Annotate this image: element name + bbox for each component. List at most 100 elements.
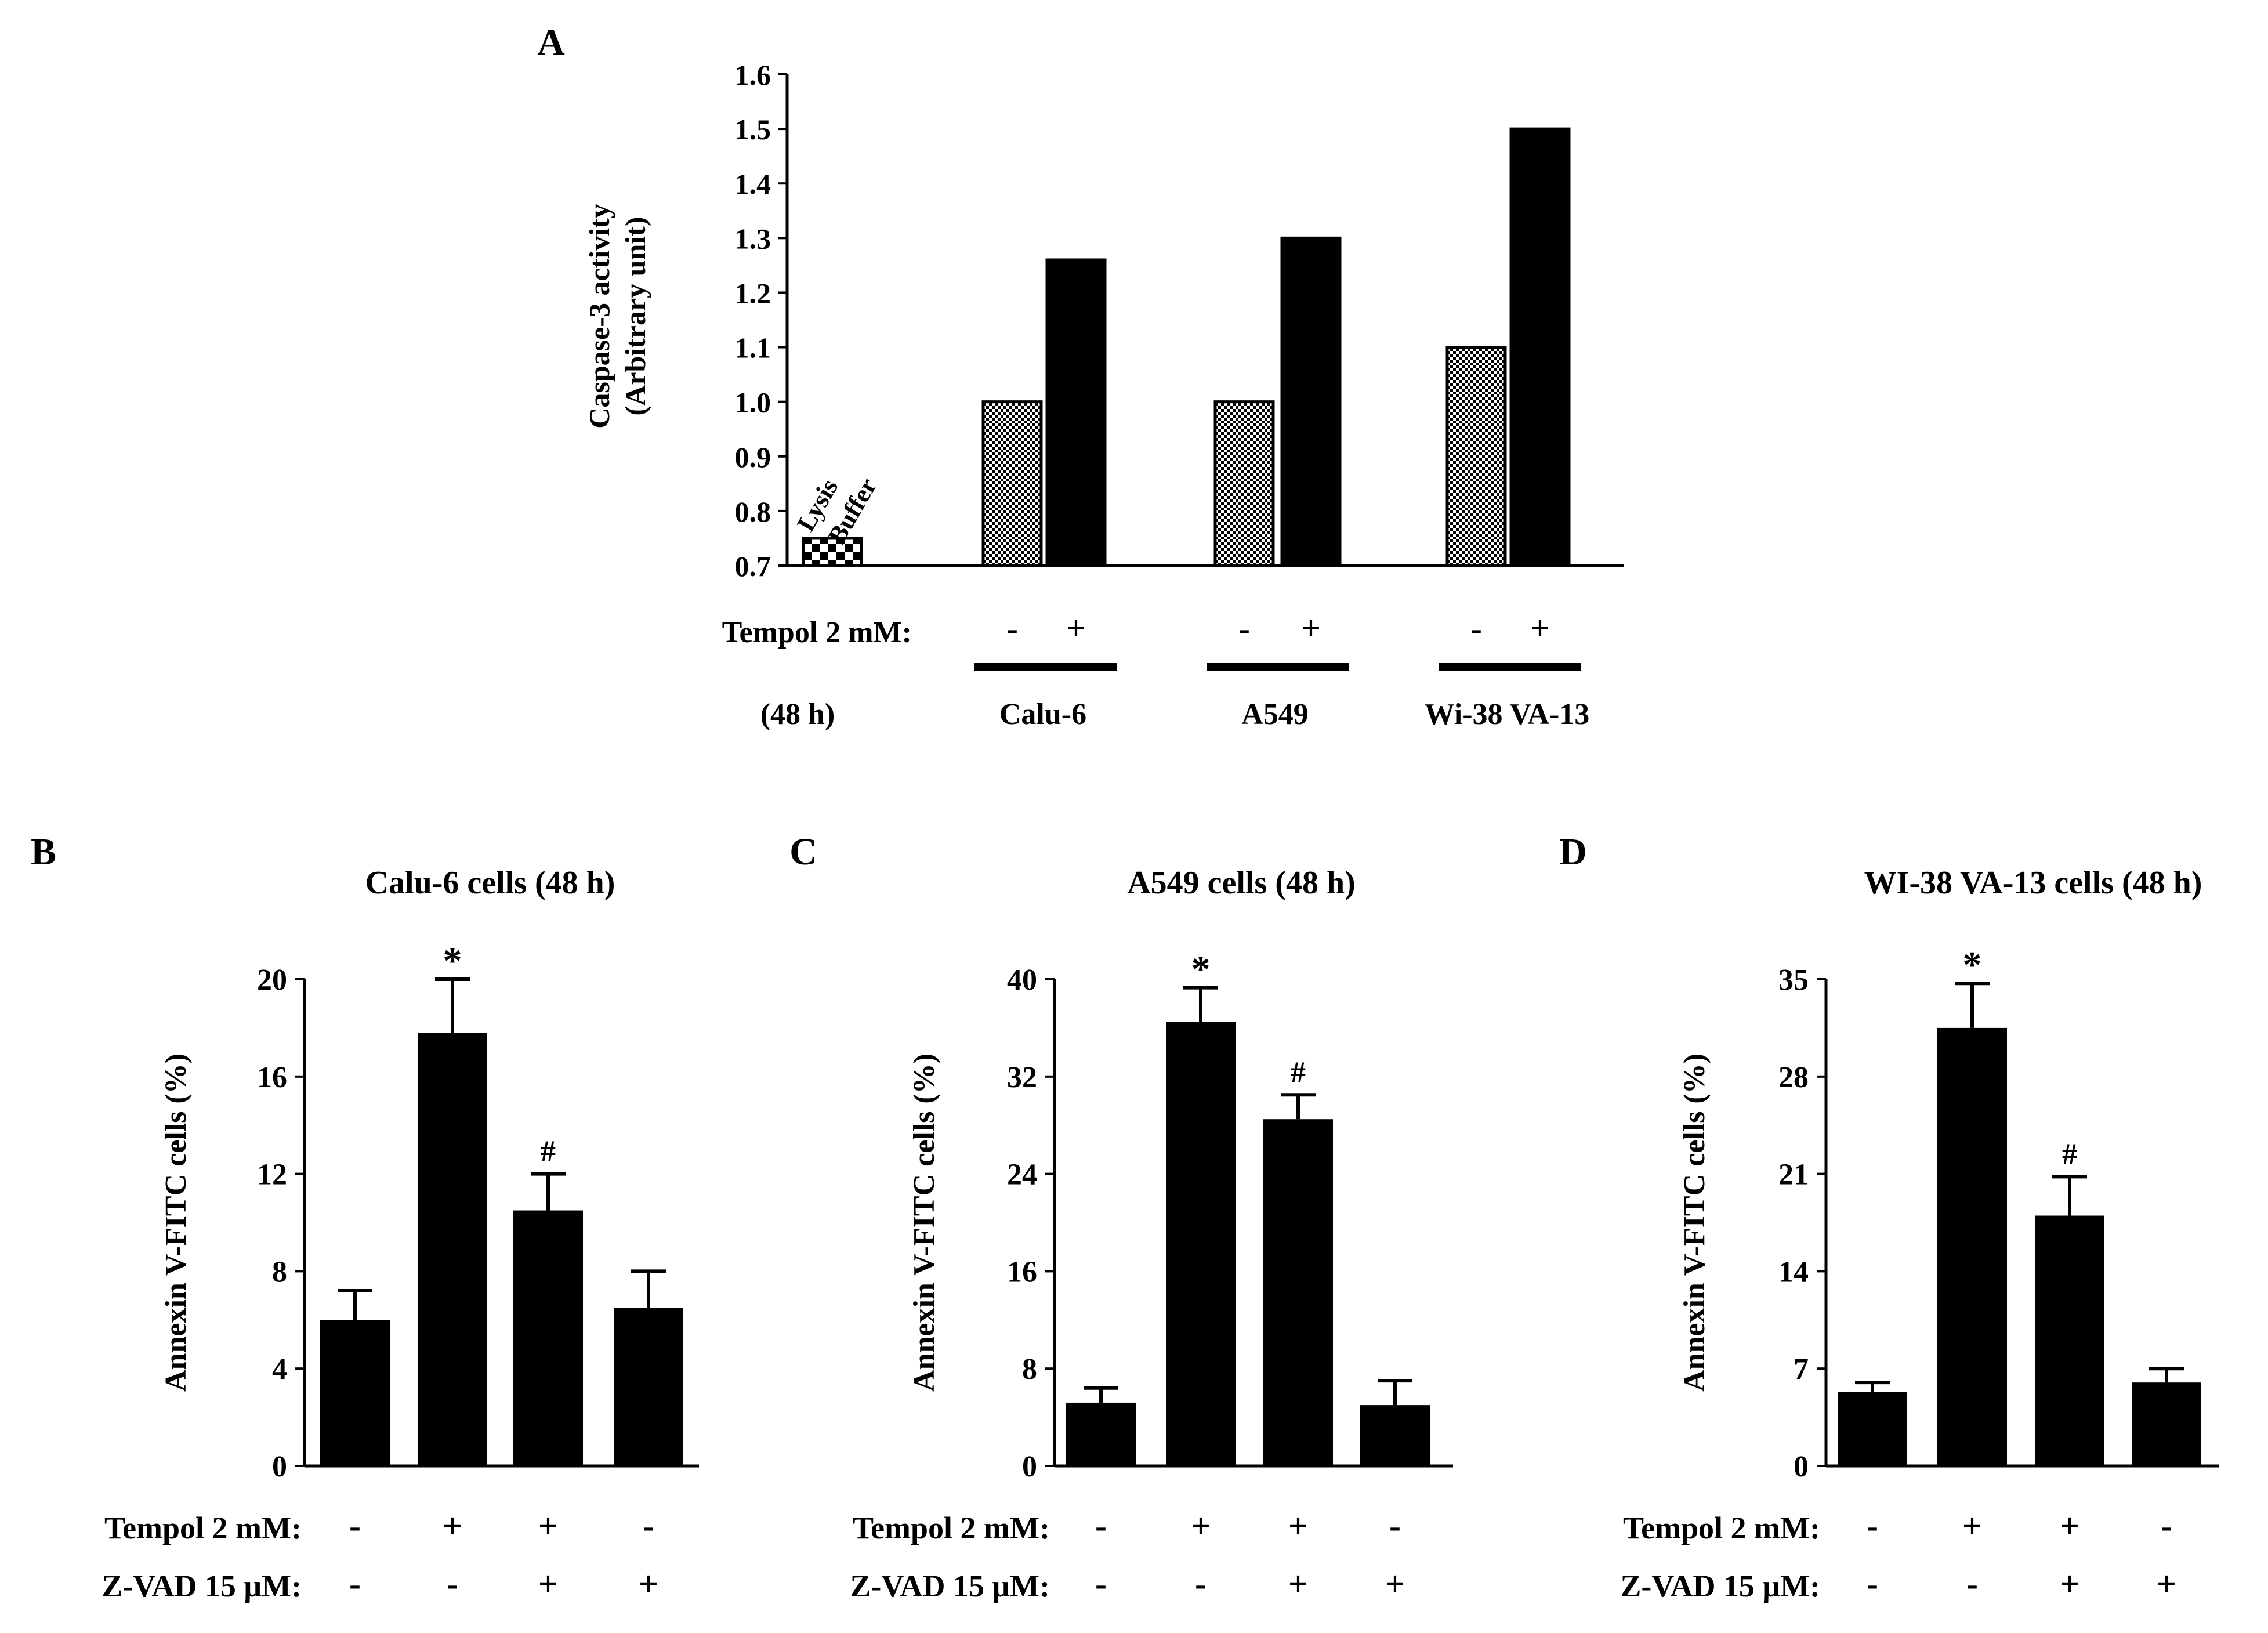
significance-mark-b: *: [443, 940, 462, 982]
bar-a: [1213, 400, 1275, 567]
panel-label-a: A: [537, 21, 565, 64]
y-tick-label-c: 8: [1022, 1353, 1037, 1386]
significance-mark-c: *: [1191, 948, 1211, 991]
zvad-sign-d: -: [1867, 1565, 1878, 1603]
tempol-sign-a: +: [1301, 609, 1321, 647]
zvad-sign-d: -: [1966, 1565, 1978, 1603]
y-tick-label-a: 0.7: [735, 550, 771, 582]
bar-d: [1838, 1392, 1907, 1466]
treatment-label-a: Tempol 2 mM:: [722, 616, 912, 649]
chart-title-c: A549 cells (48 h): [1127, 865, 1356, 901]
tempol-sign-a: -: [1470, 609, 1482, 647]
y-tick-label-d: 21: [1778, 1158, 1809, 1192]
tempol-label-d: Tempol 2 mM:: [1623, 1511, 1820, 1545]
y-tick-label-c: 32: [1007, 1061, 1037, 1094]
bar-a: [802, 537, 863, 567]
tempol-sign-d: +: [1962, 1507, 1982, 1545]
tempol-label-b: Tempol 2 mM:: [104, 1511, 302, 1545]
tempol-sign-d: -: [2161, 1507, 2172, 1545]
time-label-a: (48 h): [760, 698, 835, 731]
significance-mark-d: *: [1963, 944, 1982, 986]
bar-c: [1066, 1402, 1136, 1466]
zvad-label-d: Z-VAD 15 μM:: [1620, 1569, 1820, 1603]
y-tick-label-a: 1.3: [735, 222, 771, 255]
zvad-sign-c: -: [1195, 1565, 1207, 1603]
y-tick-label-a: 0.8: [735, 495, 771, 528]
zvad-label-b: Z-VAD 15 μM:: [102, 1569, 302, 1603]
group-underline-a: [1207, 663, 1349, 671]
tempol-label-c: Tempol 2 mM:: [853, 1511, 1050, 1545]
tempol-sign-a: +: [1530, 609, 1550, 647]
y-axis-label-a: (Arbitrary unit): [619, 217, 651, 416]
bar-b: [418, 1033, 487, 1466]
tempol-sign-b: -: [349, 1507, 361, 1545]
y-axis-label-c: Annexin V-FITC cells (%): [908, 1053, 941, 1392]
zvad-label-c: Z-VAD 15 μM:: [850, 1569, 1050, 1603]
y-tick-label-a: 1.5: [735, 113, 771, 146]
y-tick-label-a: 1.4: [735, 168, 771, 200]
group-label-a: Wi-38 VA-13: [1425, 698, 1590, 731]
bar-d: [2035, 1215, 2104, 1466]
tempol-sign-c: -: [1389, 1507, 1401, 1545]
group-label-a: Calu-6: [999, 698, 1086, 731]
y-tick-label-c: 16: [1007, 1255, 1037, 1288]
y-tick-label-d: 28: [1778, 1061, 1809, 1094]
significance-mark-b: #: [541, 1135, 556, 1168]
chart-title-d: WI-38 VA-13 cells (48 h): [1864, 865, 2202, 901]
tempol-sign-b: +: [443, 1507, 462, 1545]
y-tick-label-c: 0: [1022, 1450, 1037, 1483]
tempol-sign-c: +: [1191, 1507, 1211, 1545]
tempol-sign-c: +: [1288, 1507, 1308, 1545]
y-tick-label-d: 35: [1778, 964, 1809, 997]
tempol-sign-d: -: [1867, 1507, 1878, 1545]
zvad-sign-c: -: [1095, 1565, 1107, 1603]
zvad-sign-d: +: [2060, 1565, 2079, 1603]
panel-label-c: C: [789, 831, 817, 873]
bar-a: [1509, 127, 1571, 567]
tempol-sign-c: -: [1095, 1507, 1107, 1545]
bar-d: [2132, 1382, 2201, 1466]
y-tick-label-b: 8: [272, 1255, 287, 1288]
zvad-sign-b: -: [349, 1565, 361, 1603]
bar-a: [981, 400, 1043, 567]
tempol-sign-d: +: [2060, 1507, 2079, 1545]
y-tick-label-b: 0: [272, 1450, 287, 1483]
chart-title-b: Calu-6 cells (48 h): [365, 865, 615, 901]
group-label-a: A549: [1241, 698, 1309, 731]
group-underline-a: [974, 663, 1117, 671]
y-tick-label-c: 40: [1007, 964, 1037, 997]
panels: A 0.7 0.8 0.9 1.0 1.1 1.2 1.3 1.4 1.5 1.6 Caspase-3…: [31, 21, 2219, 1603]
bar-a: [1045, 258, 1107, 567]
y-tick-label-b: 4: [272, 1353, 287, 1386]
tempol-sign-b: +: [538, 1507, 558, 1545]
tempol-sign-a: -: [1006, 609, 1018, 647]
y-axis-label-d: Annexin V-FITC cells (%): [1678, 1053, 1711, 1392]
y-tick-label-a: 1.0: [735, 386, 771, 419]
panel-a: A 0.7 0.8 0.9 1.0 1.1 1.2 1.3 1.4 1.5 1.6 Caspase-3…: [537, 21, 1624, 731]
bar-c: [1360, 1405, 1430, 1466]
y-tick-label-b: 20: [257, 964, 287, 997]
bar-b: [614, 1308, 683, 1466]
y-tick-label-d: 0: [1794, 1450, 1809, 1483]
tempol-sign-a: +: [1066, 609, 1086, 647]
y-tick-label-a: 1.2: [735, 277, 771, 309]
y-tick-label-b: 16: [257, 1061, 287, 1094]
y-tick-label-a: 0.9: [735, 441, 771, 473]
zvad-sign-b: +: [538, 1565, 558, 1603]
zvad-sign-d: +: [2157, 1565, 2176, 1603]
significance-mark-d: #: [2062, 1138, 2077, 1171]
significance-mark-c: #: [1291, 1056, 1306, 1089]
panel-d: D WI-38 VA-13 cells (48 h) 0 7 14 21 28 35 Annex…: [1559, 831, 2219, 1603]
panel-label-d: D: [1559, 831, 1587, 873]
bar-c: [1166, 1022, 1236, 1466]
bar-b: [513, 1210, 583, 1466]
zvad-sign-b: +: [639, 1565, 658, 1603]
y-tick-label-c: 24: [1007, 1158, 1037, 1192]
bar-d: [1937, 1027, 2007, 1466]
y-tick-label-a: 1.1: [735, 332, 771, 364]
bar-a: [1280, 236, 1342, 567]
zvad-sign-c: +: [1288, 1565, 1308, 1603]
group-underline-a: [1439, 663, 1581, 671]
y-tick-label-d: 7: [1794, 1353, 1809, 1386]
bar-a: [1445, 346, 1507, 567]
